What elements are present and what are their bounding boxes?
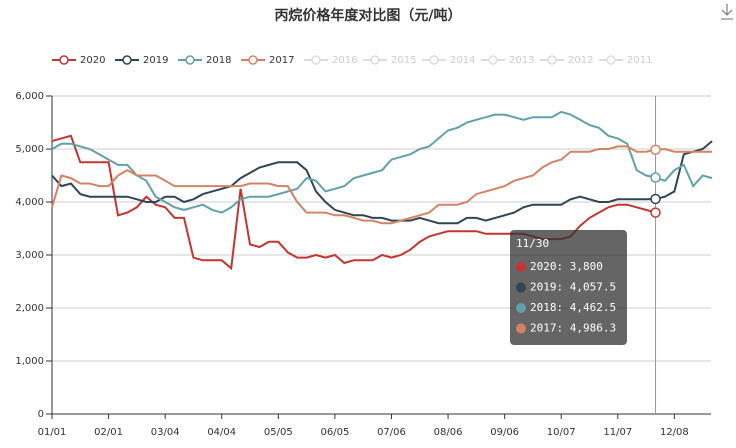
x-tick-label: 02/01: [94, 427, 123, 438]
legend-label: 2012: [568, 55, 593, 66]
download-icon[interactable]: [721, 4, 733, 20]
hover-point: [650, 207, 661, 218]
x-tick-label: 10/07: [547, 427, 576, 438]
legend-marker: [185, 55, 195, 65]
y-tick-label: 2,000: [15, 303, 44, 314]
legend-marker: [59, 55, 69, 65]
legend-marker: [547, 55, 557, 65]
hover-point: [650, 193, 661, 205]
legend-item-inactive[interactable]: 2015: [363, 55, 416, 66]
x-tick-label: 08/06: [434, 427, 463, 438]
y-tick-label: 5,000: [15, 144, 44, 155]
legend-label: 2020: [80, 55, 105, 66]
legend-item-inactive[interactable]: 2014: [422, 55, 475, 66]
legend-label: 2011: [627, 55, 652, 66]
y-tick-label: 1,000: [15, 356, 44, 367]
legend-label: 2019: [143, 55, 168, 66]
legend-marker: [311, 55, 321, 65]
x-tick-label: 03/04: [151, 427, 180, 438]
legend-item[interactable]: 2018: [178, 55, 231, 66]
tooltip-item: 2018: 4,462.5: [530, 301, 616, 314]
legend-marker: [122, 55, 132, 65]
legend-item[interactable]: 2020: [52, 55, 105, 66]
x-tick-label: 04/04: [207, 427, 236, 438]
tooltip-dot: [516, 282, 526, 293]
legend-label: 2017: [269, 55, 294, 66]
series-line: [51, 145, 713, 225]
legend-marker: [488, 55, 498, 65]
x-tick-label: 05/05: [264, 427, 293, 438]
legend-label: 2018: [206, 55, 231, 66]
chart-title: 丙烷价格年度对比图（元/吨）: [274, 7, 461, 24]
x-tick-label: 07/06: [377, 427, 406, 438]
tooltip-dot: [516, 262, 526, 272]
legend-marker: [429, 55, 439, 65]
legend-item[interactable]: 2019: [115, 55, 168, 66]
x-tick-label: 09/06: [490, 427, 519, 438]
legend-label: 2015: [391, 55, 416, 66]
tooltip-box: [510, 230, 627, 345]
legend-item-inactive[interactable]: 2011: [599, 55, 652, 66]
x-tick-label: 06/05: [320, 427, 349, 438]
series-line: [51, 140, 713, 225]
y-tick-label: 0: [38, 409, 44, 420]
legend-item-inactive[interactable]: 2016: [304, 55, 357, 66]
legend-marker: [248, 55, 258, 65]
legend-label: 2016: [332, 55, 357, 66]
legend-label: 2014: [450, 55, 475, 66]
legend-item-inactive[interactable]: 2012: [540, 55, 593, 66]
legend-item[interactable]: 2017: [241, 55, 294, 66]
x-tick-label: 01/01: [38, 427, 67, 438]
tooltip-item: 2017: 4,986.3: [530, 322, 616, 335]
tooltip-item: 2019: 4,057.5: [530, 281, 616, 294]
x-tick-label: 12/08: [660, 427, 689, 438]
legend-item-inactive[interactable]: 2013: [481, 55, 534, 66]
y-tick-label: 3,000: [15, 250, 44, 261]
legend-marker: [606, 55, 616, 65]
tooltip-dot: [516, 303, 526, 313]
y-tick-label: 6,000: [15, 91, 44, 102]
legend-marker: [370, 55, 380, 65]
series-line: [51, 110, 713, 214]
tooltip-item: 2020: 3,800: [530, 260, 603, 273]
hover-point: [650, 144, 661, 155]
tooltip-title: 11/30: [516, 237, 549, 250]
tooltip: 11/30 2020: 3,800 2019: 4,057.5 2018: 4,462…: [510, 230, 627, 345]
hover-point: [650, 172, 661, 183]
tooltip-dot: [516, 323, 526, 334]
legend-label: 2013: [509, 55, 534, 66]
y-tick-label: 4,000: [15, 197, 44, 208]
x-tick-label: 11/07: [603, 427, 632, 438]
